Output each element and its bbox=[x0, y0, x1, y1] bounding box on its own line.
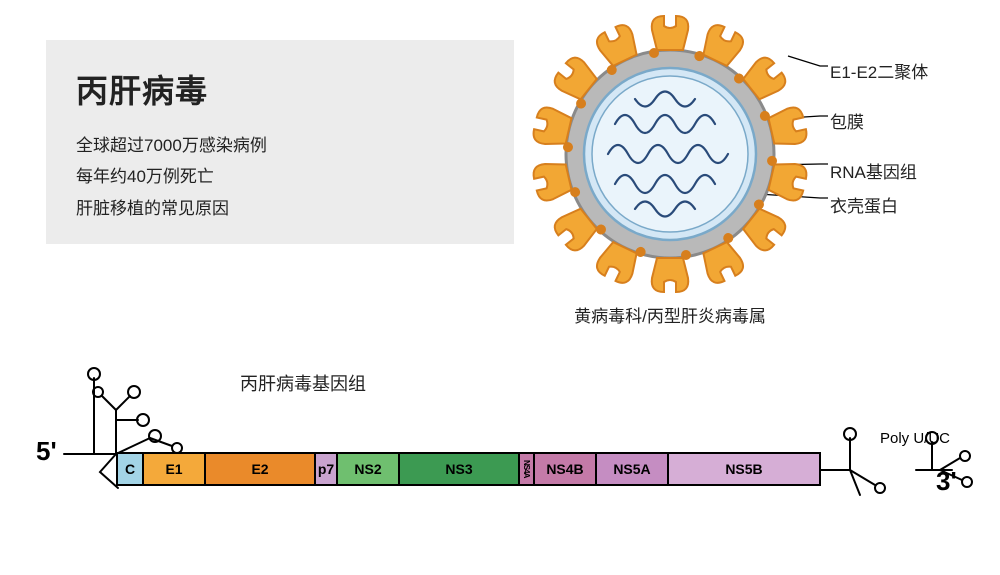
genome-segment: NS5B bbox=[669, 454, 819, 484]
polyu-label: Poly U/UC bbox=[880, 430, 950, 447]
genome-segments: CE1E2p7NS2NS3NS4ANS4BNS5ANS5B bbox=[116, 452, 821, 486]
genome-title: 丙肝病毒基因组 bbox=[240, 370, 366, 396]
fact-line: 肝脏移植的常见原因 bbox=[76, 193, 484, 224]
genome-segment: NS3 bbox=[400, 454, 520, 484]
genome-segment: NS4B bbox=[535, 454, 597, 484]
virus-label-e1e2: E1-E2二聚体 bbox=[830, 58, 928, 83]
three-prime-label: 3' bbox=[936, 466, 957, 497]
genome-segment: C bbox=[118, 454, 144, 484]
genome-segment: NS4A bbox=[520, 454, 535, 484]
genome-segment: NS5A bbox=[597, 454, 669, 484]
fact-line: 全球超过7000万感染病例 bbox=[76, 130, 484, 161]
virus-caption: 黄病毒科/丙型肝炎病毒属 bbox=[520, 302, 820, 327]
genome-segment: p7 bbox=[316, 454, 338, 484]
virus-label-capsid: 衣壳蛋白 bbox=[830, 192, 898, 217]
page-title: 丙肝病毒 bbox=[76, 66, 484, 112]
fact-line: 每年约40万例死亡 bbox=[76, 161, 484, 192]
info-panel: 丙肝病毒 全球超过7000万感染病例 每年约40万例死亡 肝脏移植的常见原因 bbox=[46, 40, 514, 244]
virus-label-rna: RNA基因组 bbox=[830, 158, 917, 183]
five-prime-label: 5' bbox=[36, 436, 57, 467]
genome-segment: E1 bbox=[144, 454, 206, 484]
genome-segment: E2 bbox=[206, 454, 316, 484]
virus-label-envelope: 包膜 bbox=[830, 108, 864, 133]
genome-segment: NS2 bbox=[338, 454, 400, 484]
